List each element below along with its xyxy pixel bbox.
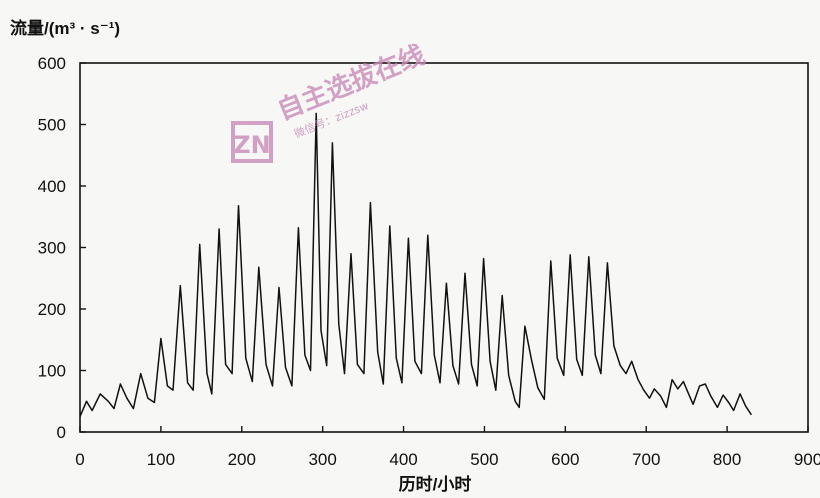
watermark-logo: ZN — [231, 121, 273, 163]
watermark: ZN 自主选拔在线 微信号：zizzsw — [231, 39, 429, 163]
watermark-logo-letters: ZN — [233, 131, 271, 159]
y-tick-label: 200 — [38, 300, 66, 319]
y-axis-ticks: 0 100 200 300 400 500 600 — [38, 54, 86, 442]
x-axis-title: 历时/小时 — [399, 475, 472, 494]
x-tick-label: 900 — [794, 450, 820, 469]
x-tick-label: 400 — [389, 450, 417, 469]
x-tick-label: 0 — [75, 450, 84, 469]
y-tick-label: 300 — [38, 239, 66, 258]
y-axis-title: 流量/(m³ · s⁻¹) — [10, 18, 120, 38]
x-tick-label: 100 — [147, 450, 175, 469]
y-tick-label: 100 — [38, 362, 66, 381]
y-tick-label: 0 — [57, 423, 66, 442]
x-tick-label: 700 — [632, 450, 660, 469]
plot-frame — [79, 62, 809, 433]
y-tick-label: 500 — [38, 116, 66, 135]
x-tick-label: 600 — [551, 450, 579, 469]
x-tick-label: 500 — [470, 450, 498, 469]
y-tick-label: 600 — [38, 54, 66, 73]
x-tick-label: 300 — [308, 450, 336, 469]
x-axis-ticks: 0 100 200 300 400 500 600 700 800 900 — [75, 426, 820, 469]
x-tick-label: 200 — [228, 450, 256, 469]
y-tick-label: 400 — [38, 177, 66, 196]
x-tick-label: 800 — [713, 450, 741, 469]
flow-series-line — [79, 112, 753, 417]
